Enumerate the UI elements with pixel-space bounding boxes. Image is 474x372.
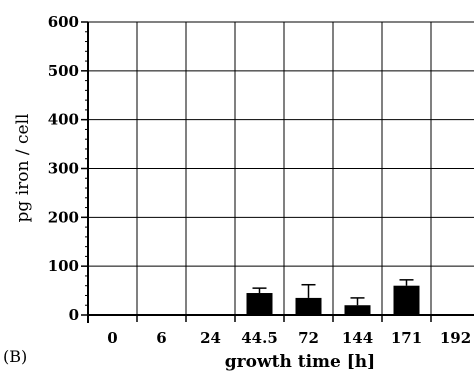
y-tick-label: 500	[48, 62, 79, 80]
x-tick-label: 6	[156, 329, 166, 347]
x-tick-label: 171	[391, 329, 422, 347]
y-tick-label: 100	[48, 257, 79, 275]
x-tick-label: 192	[440, 329, 471, 347]
bars	[246, 279, 420, 315]
bar	[344, 305, 371, 315]
bar	[246, 293, 273, 315]
panel-label: (B)	[3, 347, 27, 366]
x-tick-label: 144	[342, 329, 373, 347]
bar	[393, 285, 420, 315]
x-tick-label: 0	[107, 329, 117, 347]
y-tick-label: 300	[48, 160, 79, 178]
y-tick-label: 400	[48, 111, 79, 129]
grid	[88, 21, 474, 315]
y-tick-label: 200	[48, 208, 79, 226]
x-axis-title: growth time [h]	[225, 352, 375, 372]
tick-labels: 0 100 200 300 400 500 600 0 6 24 44.5 72 144 171 192	[48, 13, 471, 347]
x-tick-label: 44.5	[241, 329, 278, 347]
axes	[81, 21, 474, 323]
y-axis-title: pg iron / cell	[13, 114, 33, 223]
x-tick-label: 24	[200, 329, 221, 347]
bar	[295, 297, 322, 315]
y-tick-label: 600	[48, 13, 79, 31]
y-tick-label: 0	[69, 306, 79, 324]
x-tick-label: 72	[298, 329, 319, 347]
